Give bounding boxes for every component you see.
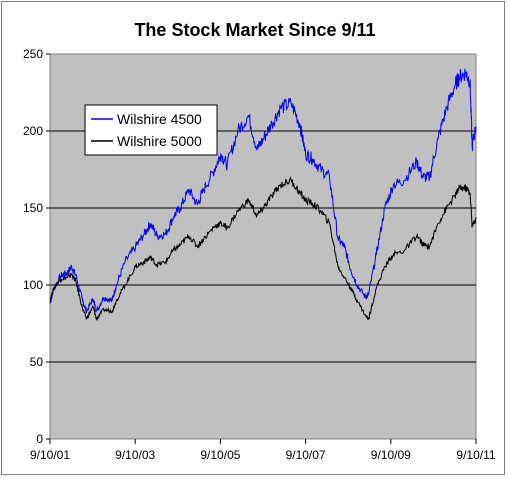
- legend-label: Wilshire 5000: [117, 133, 202, 149]
- x-tick-label: 9/10/05: [200, 448, 240, 462]
- x-tick-label: 9/10/07: [286, 448, 326, 462]
- x-tick-label: 9/10/03: [115, 448, 155, 462]
- x-axis: 9/10/01 9/10/03 9/10/05 9/10/07 9/10/09 9/10/…: [30, 439, 496, 462]
- y-tick-label: 100: [23, 278, 43, 292]
- x-tick-label: 9/10/11: [456, 448, 495, 462]
- x-tick-label: 9/10/09: [371, 448, 411, 462]
- y-tick-label: 150: [23, 201, 43, 215]
- legend-box: [84, 104, 218, 156]
- legend-label: Wilshire 4500: [117, 111, 202, 127]
- chart-title: The Stock Market Since 9/11: [134, 20, 375, 40]
- series-lines: [49, 68, 477, 322]
- y-tick-label: 200: [23, 124, 43, 138]
- legend: Wilshire 4500 Wilshire 5000: [84, 104, 218, 156]
- series-line-wilshire-5000: [49, 175, 477, 322]
- x-tick-label: 9/10/01: [30, 448, 70, 462]
- y-axis: 0 50 100 150 200 250: [23, 47, 50, 446]
- stock-market-chart: The Stock Market Since 9/11 0 50 100 150 200…: [23, 20, 496, 462]
- series-line-wilshire-4500: [49, 68, 477, 314]
- y-tick-label: 0: [36, 432, 43, 446]
- y-tick-label: 250: [23, 47, 43, 61]
- y-tick-label: 50: [30, 355, 44, 369]
